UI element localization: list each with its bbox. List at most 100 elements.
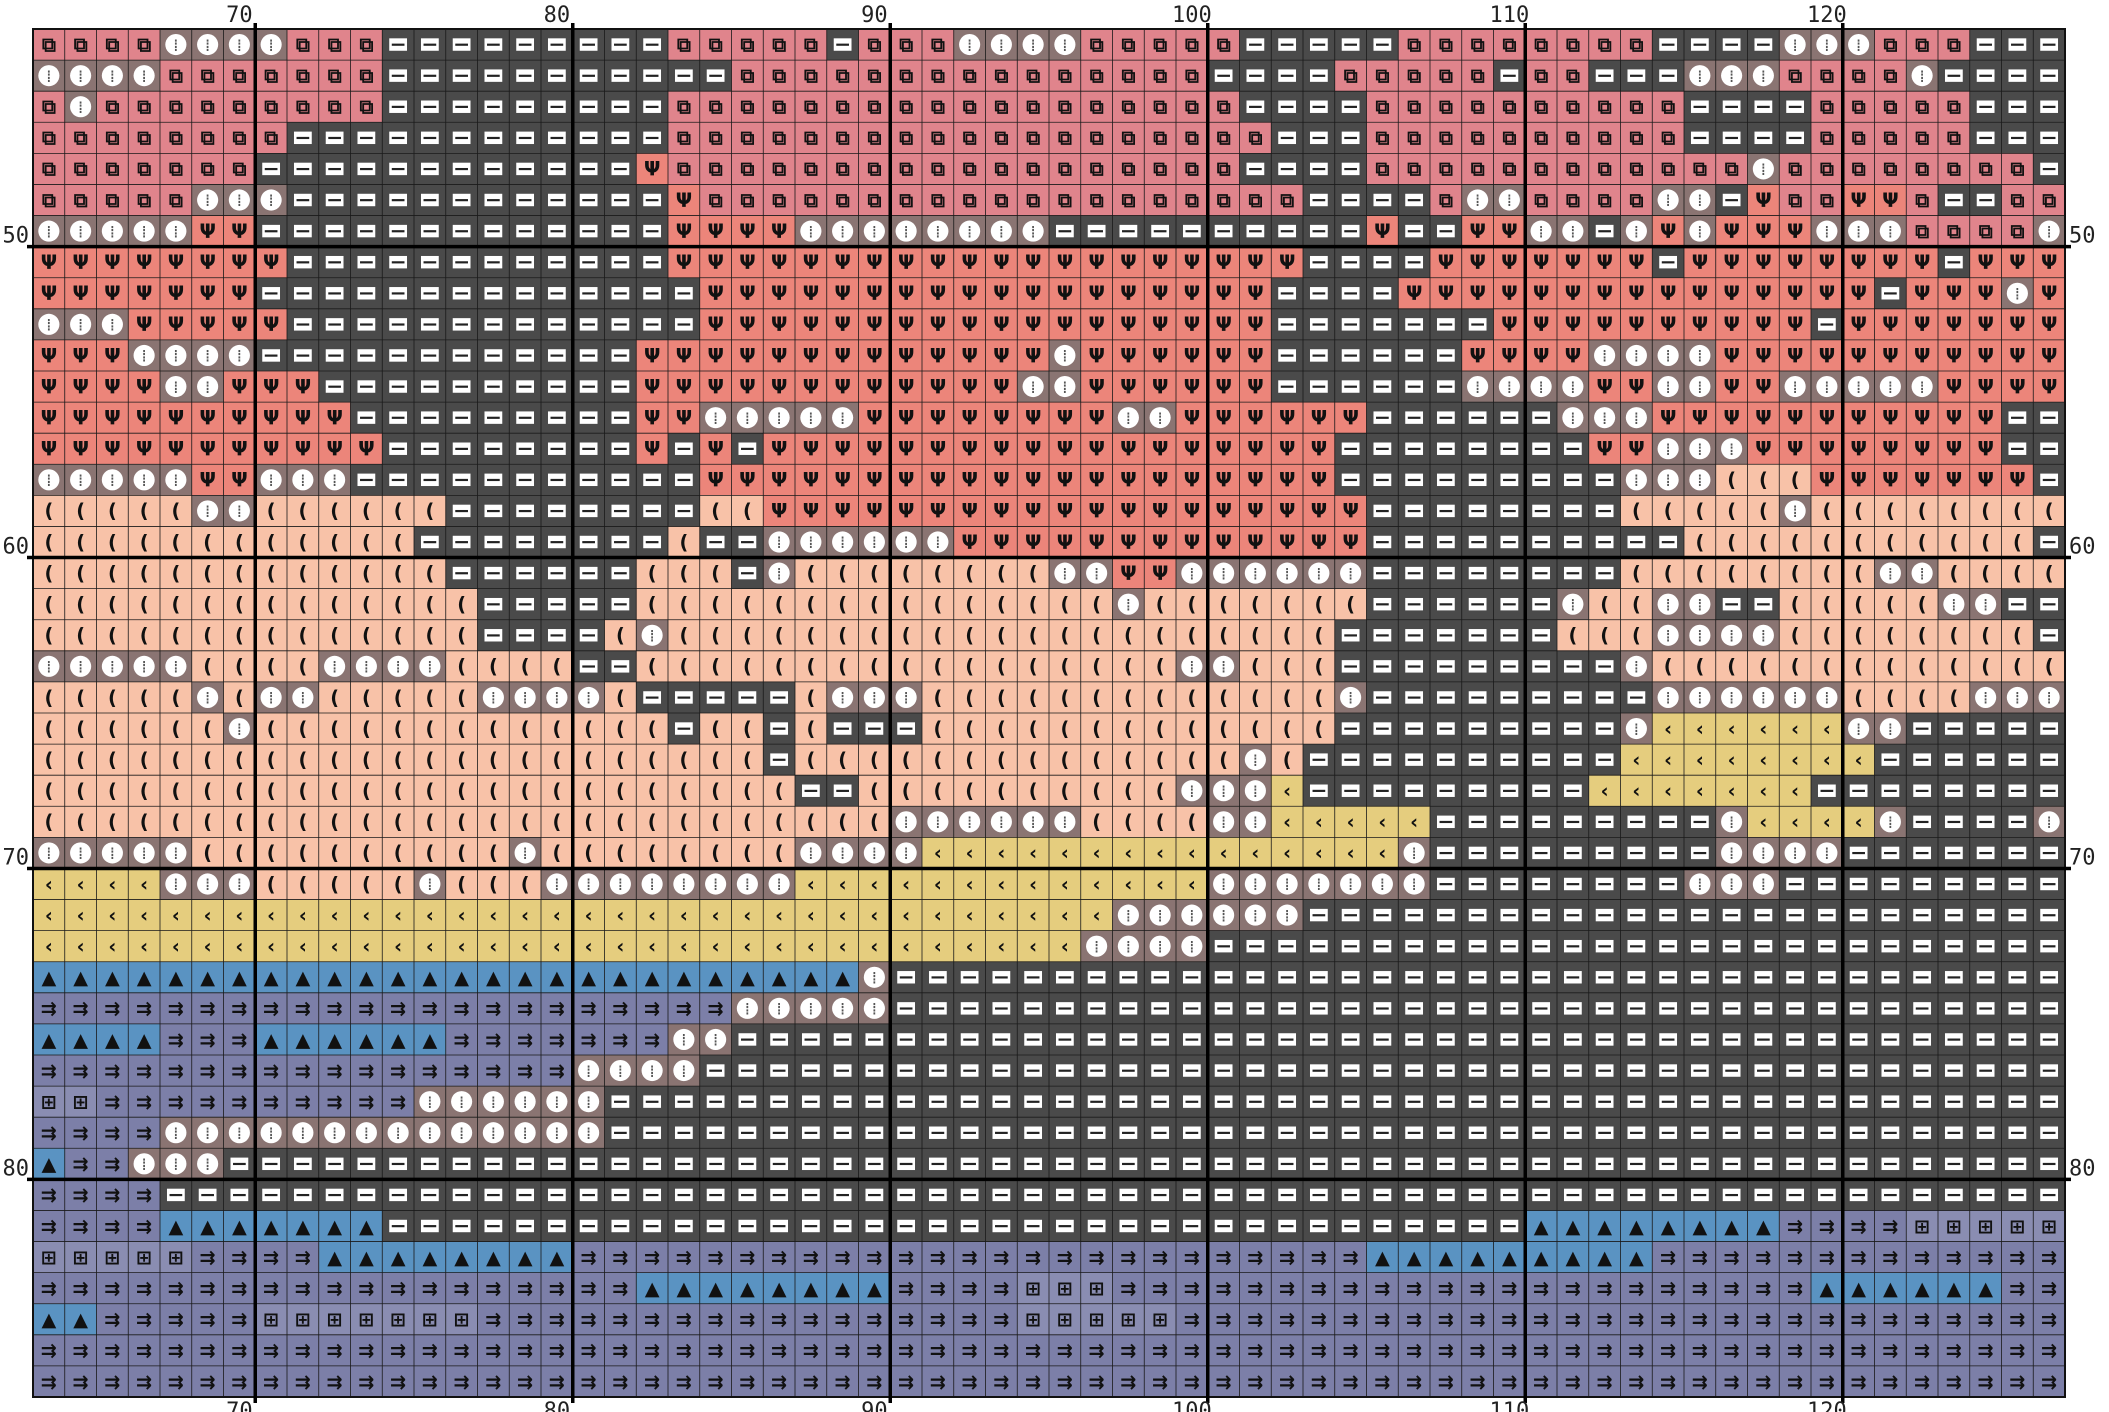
paren-icon: ( xyxy=(298,873,307,896)
paren-icon: ( xyxy=(1854,624,1863,647)
pattern-cell xyxy=(318,60,351,92)
pattern-cell xyxy=(1938,91,1971,123)
minus-box-icon-bar xyxy=(1376,572,1389,575)
trident-icon: Ψ xyxy=(771,251,787,274)
trident-icon: Ψ xyxy=(1977,282,1993,305)
paren-icon: ( xyxy=(235,811,244,834)
circle-dots-icon-mark: ⁞ xyxy=(173,658,178,678)
minus-box-icon-bar xyxy=(614,541,627,544)
double-square-icon: ⧉ xyxy=(1471,96,1485,119)
minus-box-icon-bar xyxy=(645,74,659,77)
paren-icon: ( xyxy=(1314,686,1323,709)
paren-icon: ( xyxy=(330,873,339,896)
minus-box-icon-bar xyxy=(645,509,659,513)
pattern-cell xyxy=(1620,29,1653,61)
minus-box-icon-bar xyxy=(1693,851,1707,855)
trident-icon: Ψ xyxy=(930,375,946,398)
minus-box-icon-bar xyxy=(1598,727,1611,730)
minus-box-icon-bar xyxy=(1884,1007,1897,1010)
pattern-cell xyxy=(1652,91,1685,123)
minus-box-icon-bar xyxy=(296,323,310,326)
minus-box-icon-bar xyxy=(1344,199,1357,202)
paren-icon: ( xyxy=(1822,531,1831,554)
double-square-icon: ⧉ xyxy=(867,33,881,56)
paren-icon: ( xyxy=(838,562,847,585)
pattern-cell xyxy=(64,122,97,154)
trident-icon: Ψ xyxy=(1882,469,1898,492)
trident-icon: Ψ xyxy=(644,158,660,181)
trident-icon: Ψ xyxy=(2041,344,2057,367)
minus-box-icon-bar xyxy=(1376,43,1389,46)
double-square-icon: ⧉ xyxy=(740,33,754,56)
minus-box-icon-bar xyxy=(1344,976,1357,979)
minus-box-icon-bar xyxy=(1439,230,1453,233)
circle-dots-icon-mark: ⁞ xyxy=(554,875,559,895)
paren-icon: ( xyxy=(171,562,180,585)
minus-box-icon-bar xyxy=(1407,634,1421,637)
minus-box-icon-bar xyxy=(2011,727,2024,730)
chevron-left-icon: ‹ xyxy=(1855,748,1863,771)
circle-dots-icon-mark: ⁞ xyxy=(332,471,337,491)
minus-box-icon-bar xyxy=(1439,758,1453,761)
paren-icon: ( xyxy=(933,686,942,709)
circle-dots-icon-mark: ⁞ xyxy=(872,844,877,864)
double-square-icon: ⧉ xyxy=(709,158,723,181)
double-square-icon: ⧉ xyxy=(867,96,881,119)
triangle-up-icon: ▲ xyxy=(200,966,215,989)
minus-box-icon-bar xyxy=(1534,447,1548,450)
chevron-left-icon: ‹ xyxy=(1696,780,1704,803)
paren-icon: ( xyxy=(1727,469,1736,492)
minus-box-icon-bar xyxy=(931,1007,945,1010)
minus-box-icon-bar xyxy=(1249,167,1262,171)
trident-icon: Ψ xyxy=(1882,251,1898,274)
minus-box-icon-bar xyxy=(899,727,913,730)
chevron-left-icon: ‹ xyxy=(299,935,307,958)
paren-icon: ( xyxy=(425,500,434,523)
double-square-icon: ⧉ xyxy=(1153,96,1167,119)
double-square-icon: ⧉ xyxy=(931,189,945,212)
minus-box-icon-bar xyxy=(550,634,564,637)
minus-box-icon-bar xyxy=(1407,1007,1421,1010)
minus-box-icon-bar xyxy=(1566,665,1580,668)
minus-box-icon-bar xyxy=(455,541,468,544)
minus-box-icon-bar xyxy=(1725,945,1738,948)
pattern-cell xyxy=(699,91,732,123)
pattern-cell xyxy=(1874,29,1907,61)
paren-icon: ( xyxy=(902,780,911,803)
minus-box-icon-bar xyxy=(1788,1007,1802,1010)
pattern-cell xyxy=(287,91,320,123)
paren-icon: ( xyxy=(1854,686,1863,709)
trident-icon: Ψ xyxy=(1723,344,1739,367)
minus-box-icon-bar xyxy=(1439,509,1453,513)
minus-box-icon-bar xyxy=(1884,976,1897,979)
minus-box-icon-bar xyxy=(1280,136,1294,140)
trident-icon: Ψ xyxy=(898,313,914,336)
double-square-icon: ⧉ xyxy=(1820,64,1834,87)
minus-box-icon-bar xyxy=(1471,541,1484,544)
trident-icon: Ψ xyxy=(104,375,120,398)
minus-box-icon-bar xyxy=(391,43,405,46)
minus-box-icon-bar xyxy=(518,354,532,357)
chevron-left-icon: ‹ xyxy=(1156,873,1164,896)
trident-icon: Ψ xyxy=(1057,251,1073,274)
minus-box-icon-bar xyxy=(550,74,564,77)
minus-box-icon-bar xyxy=(518,447,532,450)
trident-icon: Ψ xyxy=(41,375,57,398)
pattern-cell xyxy=(287,29,320,61)
double-square-icon: ⧉ xyxy=(1566,33,1580,56)
minus-box-icon-bar xyxy=(1979,914,1992,917)
circle-dots-icon-mark: ⁞ xyxy=(1665,440,1670,460)
circle-dots-icon-mark: ⁞ xyxy=(1094,564,1099,584)
double-square-icon: ⧉ xyxy=(963,96,977,119)
pattern-cell xyxy=(160,153,193,185)
paren-icon: ( xyxy=(743,655,752,678)
pattern-cell xyxy=(1874,91,1907,123)
trident-icon: Ψ xyxy=(1723,375,1739,398)
trident-icon: Ψ xyxy=(136,438,152,461)
circle-dots-icon-mark: ⁞ xyxy=(1030,222,1035,242)
minus-box-icon-bar xyxy=(1725,914,1738,917)
trident-icon: Ψ xyxy=(1755,438,1771,461)
trident-icon: Ψ xyxy=(1184,500,1200,523)
paren-icon: ( xyxy=(711,748,720,771)
paren-icon: ( xyxy=(330,624,339,647)
